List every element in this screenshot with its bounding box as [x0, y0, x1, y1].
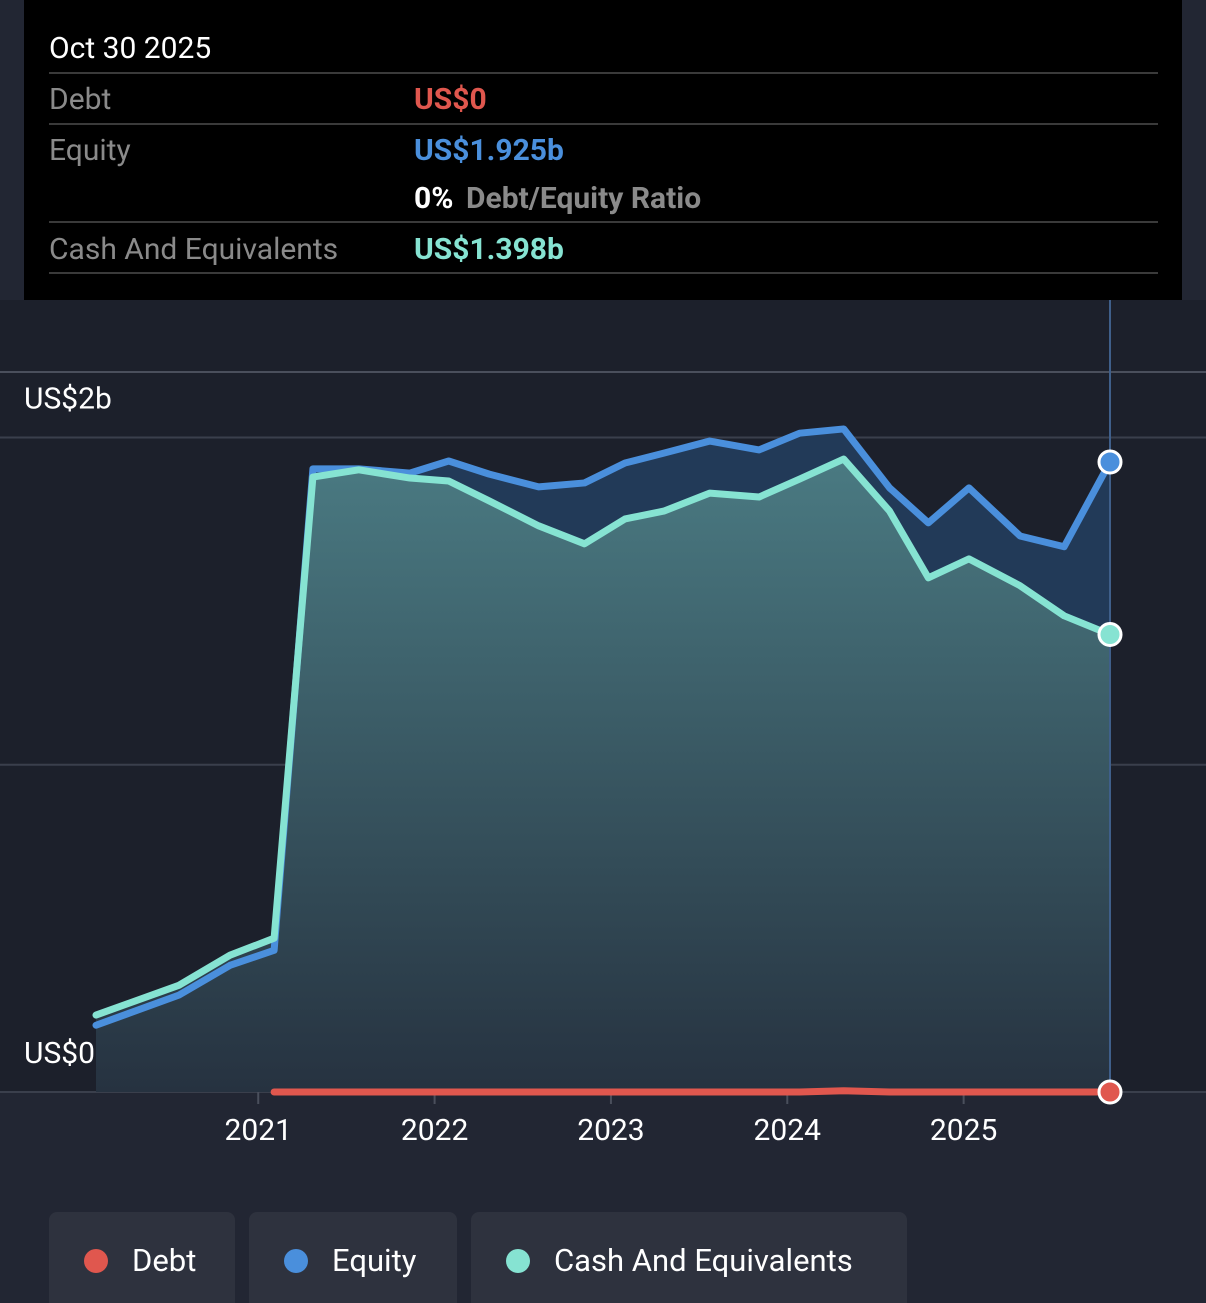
legend-button[interactable]	[49, 1212, 235, 1303]
legend-item[interactable]: Debt	[49, 1212, 235, 1303]
legend-swatch	[84, 1249, 108, 1273]
legend-button[interactable]	[471, 1212, 907, 1303]
tooltip-value: US$1.925b	[414, 133, 564, 168]
area	[96, 459, 1110, 1092]
tooltip-value: US$0	[414, 82, 487, 117]
legend-label: Debt	[132, 1242, 196, 1279]
x-tick-label: 2022	[401, 1113, 468, 1148]
tooltip-label: Cash And Equivalents	[49, 232, 338, 267]
line	[92, 455, 1114, 1019]
legend-button[interactable]	[249, 1212, 457, 1303]
end-marker	[1097, 621, 1123, 647]
legend-label: Cash And Equivalents	[554, 1242, 853, 1279]
legend-swatch	[506, 1249, 530, 1273]
tooltip-ratio: 0%	[414, 181, 453, 216]
y-tick-label: US$0	[24, 1036, 95, 1071]
tooltip	[24, 0, 1182, 300]
end-marker	[1097, 1079, 1123, 1105]
tooltip-date: Oct 30 2025	[49, 31, 211, 66]
end-marker	[1097, 449, 1123, 475]
x-tick-label: 2025	[930, 1113, 997, 1148]
tooltip-ratio-label: Debt/Equity Ratio	[466, 181, 701, 216]
legend-item[interactable]: Equity	[249, 1212, 457, 1303]
x-tick-label: 2021	[225, 1113, 292, 1148]
x-tick-label: 2023	[577, 1113, 644, 1148]
tooltip-label: Equity	[49, 133, 131, 168]
y-tick-label: US$2b	[24, 381, 112, 416]
line	[270, 1087, 1114, 1096]
tooltip-label: Debt	[49, 82, 111, 117]
x-tick-label: 2024	[754, 1113, 822, 1148]
legend-swatch	[284, 1249, 308, 1273]
tooltip-value: US$1.398b	[414, 232, 564, 267]
legend-item[interactable]: Cash And Equivalents	[471, 1212, 907, 1303]
legend-label: Equity	[332, 1242, 417, 1279]
